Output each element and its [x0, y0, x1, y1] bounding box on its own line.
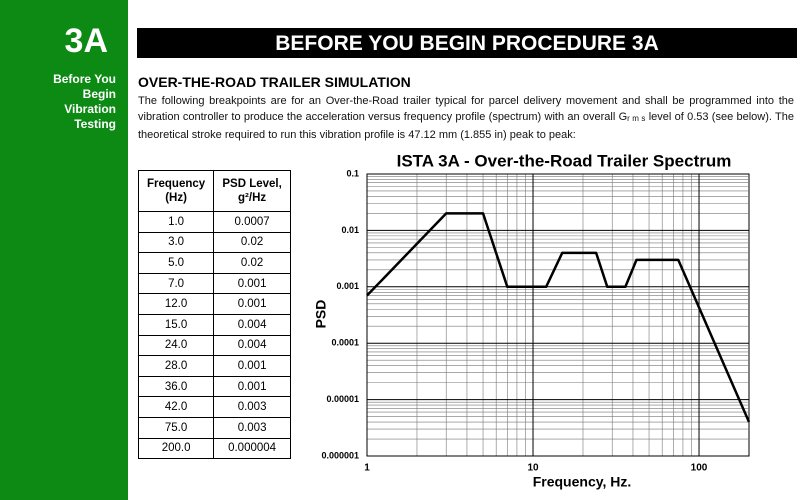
x-axis-label: Frequency, Hz.: [533, 474, 632, 490]
section-title: OVER-THE-ROAD TRAILER SIMULATION: [138, 74, 411, 90]
table-cell: 5.0: [137, 252, 215, 274]
data-line: [366, 212, 751, 423]
y-axis-label: PSD: [313, 300, 329, 329]
paragraph: The following breakpoints are for an Ove…: [138, 93, 794, 143]
x-tick-label: 10: [527, 463, 539, 474]
table-row: 3.0 0.02: [137, 231, 291, 254]
table-cell: 0.004: [213, 313, 291, 336]
table-body: 1.0 0.0007 3.0 0.02 5.0 0.02 7.0 0.001 12.0 0.001…: [137, 211, 291, 460]
table-cell: 0.02: [213, 252, 291, 274]
header-text: PSD Level,: [222, 178, 282, 190]
table-cell: 36.0: [137, 375, 215, 398]
table-cell: 0.02: [213, 231, 291, 254]
table-row: 42.0 0.003: [137, 396, 291, 418]
x-tick-label: 1: [364, 463, 370, 474]
table-cell: 0.004: [213, 334, 291, 357]
header-text: (Hz): [165, 192, 187, 204]
y-tick-label: 0.001: [336, 281, 359, 291]
y-tick-label: 0.000001: [321, 450, 359, 460]
header-text: Frequency: [147, 178, 206, 190]
header-row: Frequency (Hz) PSD Level, g²/Hz: [137, 170, 291, 212]
table-cell: 0.001: [213, 355, 291, 377]
table-cell: 75.0: [137, 416, 215, 439]
table-cell: 0.001: [213, 293, 291, 315]
y-tick-label: 0.01: [341, 225, 359, 235]
y-tick-label: 0.00001: [326, 394, 359, 404]
table-cell: 42.0: [137, 396, 215, 418]
table-cell: 28.0: [137, 355, 215, 377]
sidebar-line: Before You: [53, 72, 116, 86]
sidebar-line: Vibration: [64, 102, 116, 116]
table-cell: 0.003: [213, 416, 291, 439]
table-row: 1.0 0.0007: [137, 211, 291, 233]
table-row: 75.0 0.003: [137, 416, 291, 439]
table-row: 28.0 0.001: [137, 355, 291, 377]
column-header: PSD Level, g²/Hz: [213, 170, 291, 212]
table: Frequency (Hz) PSD Level, g²/Hz 1.0 0.0007 3.0…: [137, 170, 291, 460]
table-row: 36.0 0.001: [137, 375, 291, 398]
subscript: r m s: [627, 114, 646, 123]
chart-title: ISTA 3A - Over-the-Road Trailer Spectrum: [397, 151, 732, 170]
text: level of 0.53 (see below). The theoretic…: [138, 111, 794, 141]
table-cell: 12.0: [137, 293, 215, 315]
table-row: 7.0 0.001: [137, 272, 291, 295]
sidebar-text: Before You Begin Vibration Testing: [53, 72, 116, 132]
column-header: Frequency (Hz): [137, 170, 215, 212]
header-text: g²/Hz: [238, 192, 267, 204]
table-row: 15.0 0.004: [137, 313, 291, 336]
table-cell: 200.0: [137, 437, 215, 460]
table-cell: 0.001: [213, 272, 291, 295]
table-row: 12.0 0.001: [137, 293, 291, 315]
table-cell: 15.0: [137, 313, 215, 336]
header-title: BEFORE YOU BEGIN PROCEDURE 3A: [137, 28, 797, 58]
table-cell: 0.000004: [213, 437, 291, 460]
x-tick-label: 100: [691, 463, 708, 474]
table-cell: 24.0: [137, 334, 215, 357]
y-tick-label: 0.0001: [331, 338, 359, 348]
table-cell: 0.003: [213, 396, 291, 418]
chart: ISTA 3A - Over-the-Road Trailer Spectrum…: [313, 151, 751, 490]
plot-area: [366, 173, 750, 457]
sidebar-line: Testing: [74, 117, 116, 131]
table-cell: 7.0: [137, 272, 215, 295]
table-row: 24.0 0.004: [137, 334, 291, 357]
y-tick-label: 0.1: [346, 168, 359, 178]
table-cell: 3.0: [137, 231, 215, 254]
text: The following breakpoints are for an Ove…: [138, 95, 794, 123]
sidebar: 3A Before You Begin Vibration Testing: [0, 0, 128, 500]
table-row: 5.0 0.02: [137, 252, 291, 274]
sidebar-line: Begin: [82, 87, 116, 101]
table-cell: 1.0: [137, 211, 215, 233]
table-cell: 0.0007: [213, 211, 291, 233]
sidebar-code: 3A: [64, 22, 108, 60]
table-row: 200.0 0.000004: [137, 437, 291, 460]
table-cell: 0.001: [213, 375, 291, 398]
